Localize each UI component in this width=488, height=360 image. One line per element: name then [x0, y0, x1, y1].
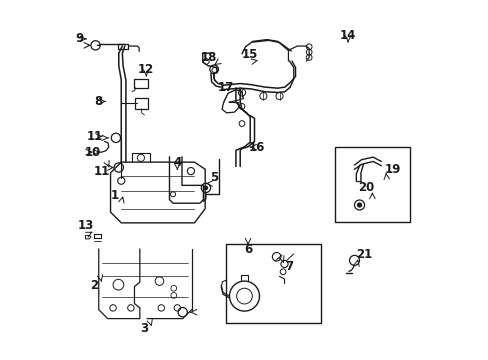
Text: 20: 20 [357, 181, 373, 194]
Bar [225, 244, 320, 323]
Text: 13: 13 [77, 219, 94, 232]
Text: 5: 5 [209, 171, 218, 184]
Text: 17: 17 [217, 81, 234, 94]
Text: 7: 7 [285, 260, 293, 273]
Text: 8: 8 [95, 95, 102, 108]
Circle shape [203, 186, 207, 190]
Bar [135, 98, 148, 109]
Text: 11: 11 [93, 165, 109, 177]
Text: 1: 1 [111, 189, 119, 202]
Text: 6: 6 [244, 243, 252, 256]
Text: 10: 10 [84, 146, 100, 159]
Text: 12: 12 [138, 63, 154, 76]
Text: 9: 9 [75, 32, 83, 45]
Text: 3: 3 [140, 322, 147, 335]
Text: 15: 15 [241, 48, 258, 61]
Text: 18: 18 [200, 51, 217, 64]
Text: 11: 11 [87, 130, 103, 143]
Text: 16: 16 [248, 141, 264, 154]
Text: 2: 2 [90, 279, 98, 292]
Text: 14: 14 [339, 29, 356, 42]
Bar [334, 147, 408, 222]
Bar [134, 78, 148, 88]
Text: 21: 21 [355, 248, 371, 261]
Text: 4: 4 [173, 156, 181, 169]
Circle shape [357, 203, 361, 207]
Text: 19: 19 [384, 163, 400, 176]
